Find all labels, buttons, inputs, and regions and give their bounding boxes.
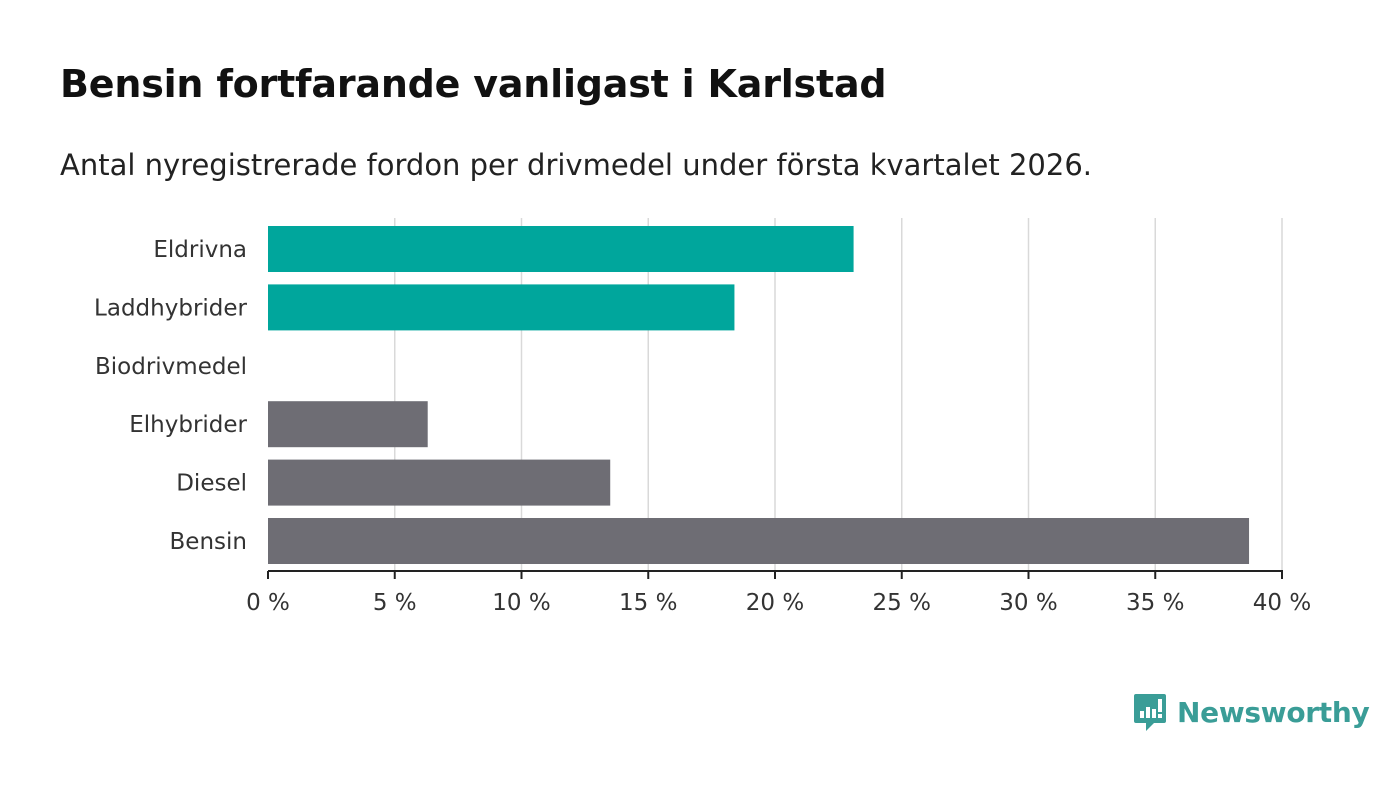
logo-text: Newsworthy [1177, 695, 1370, 729]
chart-title: Bensin fortfarande vanligast i Karlstad [60, 62, 887, 106]
grid-lines [394, 218, 1283, 571]
category-label: Diesel [176, 471, 247, 497]
chart-subtitle: Antal nyregistrerade fordon per drivmede… [60, 148, 1093, 182]
category-labels: Eldrivna Laddhybrider Biodrivmedel Elhybrid… [94, 237, 247, 555]
x-tick-label: 30 % [999, 590, 1057, 616]
bar [268, 226, 854, 272]
x-tick-label: 35 % [1126, 590, 1184, 616]
category-label: Bensin [170, 529, 247, 555]
bar [268, 459, 611, 506]
bar [268, 518, 1250, 564]
bar-chart-speech-bubble-icon [1134, 694, 1166, 731]
x-tick-label: 10 % [492, 590, 550, 616]
category-label: Elhybrider [129, 412, 247, 438]
x-tick-label: 40 % [1253, 590, 1311, 616]
x-tick-label: 15 % [619, 590, 677, 616]
category-label: Biodrivmedel [95, 354, 247, 380]
bar [268, 284, 735, 331]
x-tick-label: 5 % [373, 590, 417, 616]
bars [268, 226, 1250, 564]
category-label: Eldrivna [153, 237, 247, 263]
bar [268, 401, 428, 448]
category-label: Laddhybrider [94, 295, 247, 321]
x-tick-label: 20 % [746, 590, 804, 616]
x-tick-label: 25 % [873, 590, 931, 616]
x-axis: 0 % 5 % 10 % 15 % 20 % 25 % 30 % 35 % 40 % [246, 570, 1311, 616]
newsworthy-logo: Newsworthy [1133, 692, 1370, 732]
x-tick-label: 0 % [246, 590, 290, 616]
